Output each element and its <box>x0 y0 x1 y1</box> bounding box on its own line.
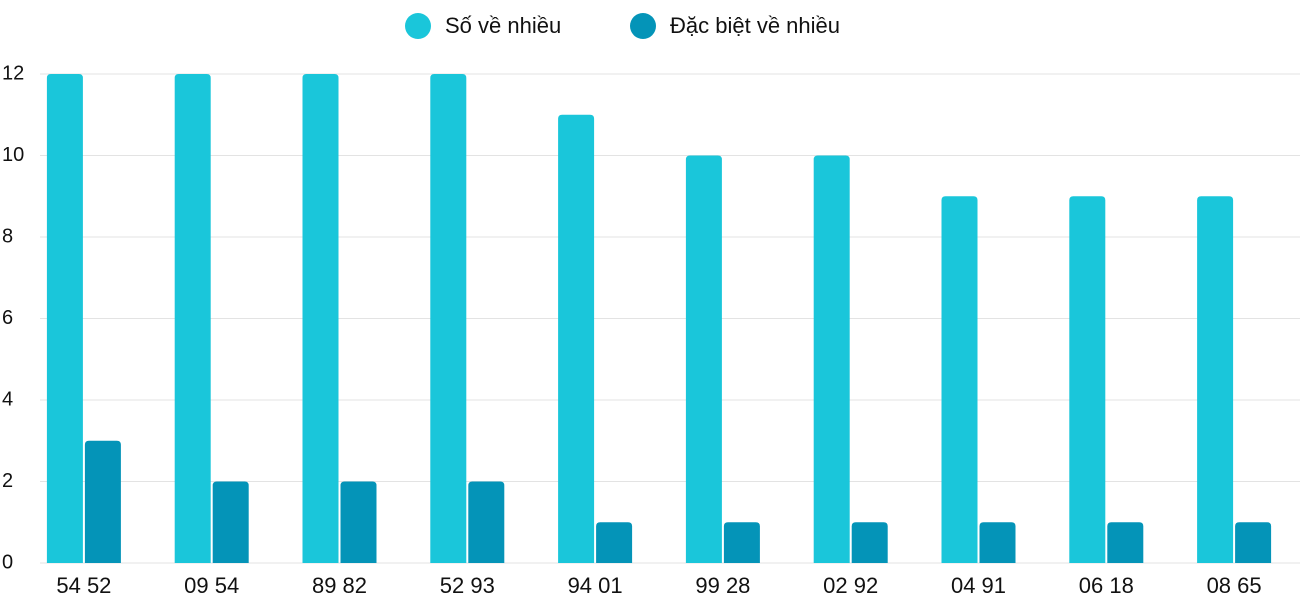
x-tick-label: 02 92 <box>823 573 878 598</box>
bar <box>302 74 339 563</box>
x-tick-label: 09 54 <box>184 573 239 598</box>
bar <box>46 74 83 563</box>
legend-swatch <box>405 13 431 39</box>
bar <box>84 440 121 563</box>
bar <box>941 196 978 563</box>
bar <box>1107 522 1144 563</box>
y-tick-label: 12 <box>2 62 24 84</box>
bar <box>813 155 850 563</box>
bar <box>468 481 505 563</box>
legend-swatch <box>630 13 656 39</box>
legend-label: Đặc biệt về nhiều <box>670 13 840 38</box>
y-tick-label: 6 <box>2 307 13 329</box>
bar <box>430 74 467 563</box>
x-tick-label: 99 28 <box>695 573 750 598</box>
y-tick-label: 8 <box>2 225 13 247</box>
bar <box>723 522 760 563</box>
y-tick-label: 10 <box>2 144 24 166</box>
bar <box>851 522 888 563</box>
legend-label: Số về nhiều <box>445 13 561 38</box>
x-tick-label: 04 91 <box>951 573 1006 598</box>
x-tick-label: 06 18 <box>1079 573 1134 598</box>
x-tick-label: 94 01 <box>568 573 623 598</box>
bar <box>1069 196 1106 563</box>
bar <box>979 522 1016 563</box>
y-tick-label: 0 <box>2 551 13 573</box>
bar <box>596 522 633 563</box>
x-tick-label: 89 82 <box>312 573 367 598</box>
bar <box>558 114 595 563</box>
x-tick-label: 54 52 <box>56 573 111 598</box>
bar <box>340 481 377 563</box>
bar <box>1197 196 1234 563</box>
bar <box>685 155 722 563</box>
bar <box>212 481 249 563</box>
bar <box>1235 522 1272 563</box>
x-tick-label: 08 65 <box>1207 573 1262 598</box>
y-tick-label: 2 <box>2 470 13 492</box>
y-tick-label: 4 <box>2 388 13 410</box>
x-tick-label: 52 93 <box>440 573 495 598</box>
bar <box>174 74 211 563</box>
